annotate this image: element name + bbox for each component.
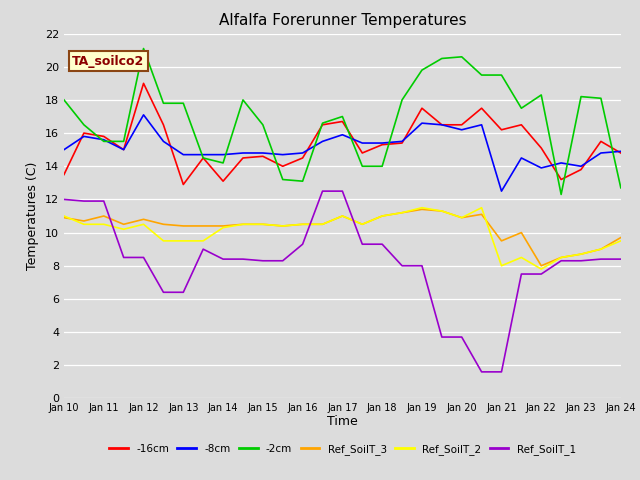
X-axis label: Time: Time (327, 415, 358, 428)
Legend: -16cm, -8cm, -2cm, Ref_SoilT_3, Ref_SoilT_2, Ref_SoilT_1: -16cm, -8cm, -2cm, Ref_SoilT_3, Ref_Soil… (105, 440, 580, 459)
Text: TA_soilco2: TA_soilco2 (72, 55, 145, 68)
Y-axis label: Temperatures (C): Temperatures (C) (26, 162, 39, 270)
Title: Alfalfa Forerunner Temperatures: Alfalfa Forerunner Temperatures (219, 13, 466, 28)
